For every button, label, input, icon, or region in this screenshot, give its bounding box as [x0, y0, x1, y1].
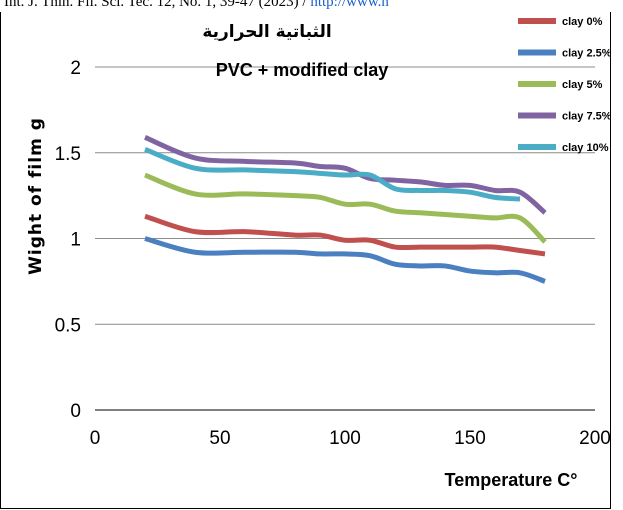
journal-link[interactable]: http://www.n: [310, 0, 389, 10]
legend-label: clay 5%: [562, 79, 603, 91]
legend-label: clay 10%: [562, 142, 609, 154]
x-tick-labels: 0 50 100 150 200: [90, 428, 610, 449]
legend-swatch: [518, 113, 556, 119]
y-tick-label: 0: [70, 401, 81, 422]
y-tick-label: 0.5: [55, 315, 81, 336]
x-tick-label: 150: [454, 428, 486, 449]
y-tick-labels: 0 0.5 1 1.5 2: [55, 58, 81, 422]
legend-swatch: [518, 18, 556, 24]
chart-subtitle: PVC + modified clay: [216, 60, 389, 80]
series-line-0: [145, 216, 545, 254]
y-tick-label: 2: [70, 58, 81, 79]
x-tick-label: 200: [579, 428, 610, 449]
x-tick-label: 50: [209, 428, 230, 449]
y-tick-label: 1: [70, 230, 81, 251]
citation-text: Int. J. Thin. Fil. Sci. Tec. 12, No. 1, …: [4, 0, 310, 10]
x-tick-label: 0: [90, 428, 101, 449]
legend-label: clay 0%: [562, 16, 603, 28]
legend: clay 0% clay 2.5% clay 5% clay 7.5% clay 10%: [518, 16, 610, 154]
figure-frame: 0 50 100 150 200 0 0.5 1 1.5 2 clay 0% clay 2.5% c…: [0, 12, 611, 509]
legend-swatch: [518, 50, 556, 56]
legend-label: clay 2.5%: [562, 48, 610, 60]
y-axis-label: Wight of film g: [26, 117, 46, 275]
x-axis-label: Temperature C°: [445, 470, 578, 490]
legend-swatch: [518, 144, 556, 150]
chart-title: الثباتية الحرارية: [202, 22, 331, 42]
legend-swatch: [518, 81, 556, 87]
journal-citation: Int. J. Thin. Fil. Sci. Tec. 12, No. 1, …: [4, 0, 389, 11]
gridlines: [95, 67, 595, 324]
legend-label: clay 7.5%: [562, 111, 610, 123]
journal-header: Int. J. Thin. Fil. Sci. Tec. 12, No. 1, …: [0, 0, 623, 12]
line-chart: 0 50 100 150 200 00.511.52 clay 0%clay 2.5%c…: [1, 12, 610, 508]
series-lines: [145, 137, 545, 281]
x-tick-label: 100: [329, 428, 361, 449]
y-tick-label: 1.5: [55, 144, 81, 165]
